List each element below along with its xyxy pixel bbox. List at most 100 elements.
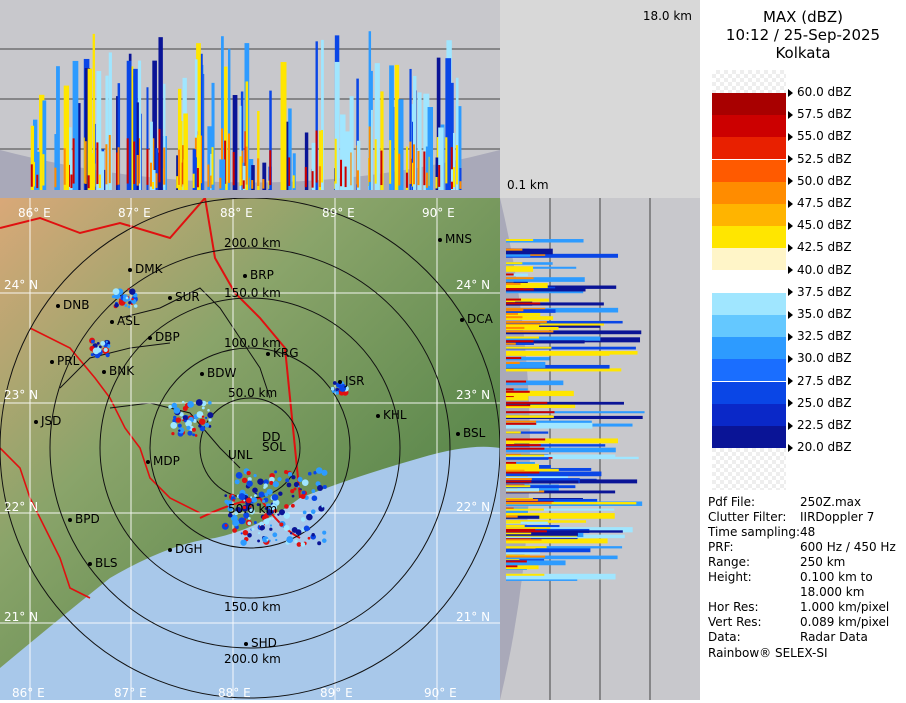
echo-core: [133, 141, 136, 184]
lon-label-89-top: 89° E: [322, 206, 355, 220]
lat-label-21-right: 21° N: [456, 610, 491, 624]
echo-cell: [285, 478, 290, 483]
echo-core: [445, 137, 448, 184]
echo-column: [211, 82, 215, 190]
echo-core: [318, 166, 321, 188]
legend-label: 27.5 dBZ: [788, 374, 852, 388]
legend-label-text: 37.5 dBZ: [797, 284, 852, 299]
echo-core: [54, 167, 57, 188]
echo-core: [506, 411, 555, 414]
lon-label-86-bottom: 86° E: [12, 686, 45, 700]
echo-cell: [247, 532, 252, 538]
echo-core: [506, 239, 534, 242]
top-height-label: 18.0 km: [642, 9, 692, 23]
echo-column: [70, 151, 73, 190]
echo-core: [163, 147, 166, 185]
legend-label: 45.0 dBZ: [788, 218, 852, 232]
echo-core: [506, 340, 534, 343]
echo-cell: [251, 497, 258, 503]
echo-cell: [191, 427, 197, 432]
echo-core: [196, 168, 199, 188]
echo-row: [506, 390, 574, 397]
legend-label-text: 22.5 dBZ: [797, 418, 852, 432]
legend-swatch: [712, 315, 786, 337]
place-label: DBP: [155, 330, 180, 344]
echo-cell: [208, 401, 212, 405]
echo-row: [506, 351, 638, 355]
echo-core: [506, 357, 522, 360]
echo-core: [506, 380, 527, 383]
place-dot: [102, 370, 106, 374]
echo-row: [506, 266, 534, 272]
ring-label-200: 200.0 km: [224, 236, 281, 250]
place-label: DMK: [135, 262, 163, 276]
echo-cell: [192, 433, 196, 437]
echo-cell: [303, 525, 310, 532]
echo-cell: [208, 418, 212, 422]
echo-core: [506, 444, 541, 447]
lat-label-23-left: 23° N: [4, 388, 39, 402]
echo-cell: [249, 505, 252, 508]
echo-row: [506, 557, 545, 562]
echo-core: [450, 147, 453, 185]
info-key: Clutter Filter:: [708, 510, 787, 524]
echo-cell: [199, 425, 206, 432]
legend-label: 35.0 dBZ: [788, 307, 852, 321]
echo-row: [506, 277, 585, 282]
echo-core: [116, 152, 119, 186]
info-value: 0.089 km/pixel: [800, 615, 890, 629]
echo-core: [105, 144, 108, 185]
echo-cell: [207, 409, 210, 412]
echo-row: [506, 312, 541, 316]
echo-core: [506, 480, 532, 483]
echo-core: [117, 147, 120, 185]
echo-row: [506, 468, 559, 474]
echo-core: [506, 513, 545, 516]
place-label: KRG: [273, 346, 299, 360]
place-label: SHD: [251, 636, 277, 650]
lat-label-22-right: 22° N: [456, 500, 491, 514]
echo-core: [155, 173, 158, 188]
echo-column: [340, 114, 346, 190]
place-label: BDW: [207, 366, 237, 380]
legend-label: 50.0 dBZ: [788, 174, 852, 188]
place-label: PRL: [57, 354, 80, 368]
echo-cell: [98, 345, 102, 349]
echo-cell: [269, 527, 273, 531]
echo-cell: [178, 427, 185, 434]
echo-core: [506, 390, 530, 393]
echo-cell: [269, 524, 273, 527]
echo-core: [152, 181, 155, 189]
echo-column: [389, 65, 394, 190]
place-dot: [200, 372, 204, 376]
echo-core: [380, 150, 383, 186]
legend-label: 47.5 dBZ: [788, 196, 852, 210]
echo-core: [262, 179, 265, 189]
echo-cell: [187, 401, 195, 408]
echo-core: [311, 171, 314, 188]
place-label: DCA: [467, 312, 493, 326]
echo-cell: [194, 434, 198, 437]
echo-column: [149, 121, 153, 190]
echo-core: [506, 468, 525, 471]
echo-core: [126, 138, 129, 184]
echo-row: [506, 302, 604, 306]
echo-core: [219, 177, 222, 189]
legend-tick-icon: [788, 421, 793, 430]
legend-label-text: 35.0 dBZ: [797, 307, 852, 321]
echo-core: [506, 454, 545, 457]
place-label: BNK: [109, 364, 135, 378]
echo-core: [506, 521, 521, 524]
echo-cell: [277, 513, 280, 516]
echo-core: [506, 530, 547, 533]
echo-core: [245, 146, 248, 185]
echo-row: [506, 471, 602, 477]
echo-column: [54, 134, 59, 190]
place-dot: [338, 380, 342, 384]
legend-tick-icon: [788, 332, 793, 341]
info-value: 48: [800, 525, 816, 539]
echo-core: [30, 164, 33, 187]
echo-row: [506, 508, 615, 511]
echo-cell: [317, 541, 322, 546]
echo-core: [506, 312, 518, 315]
